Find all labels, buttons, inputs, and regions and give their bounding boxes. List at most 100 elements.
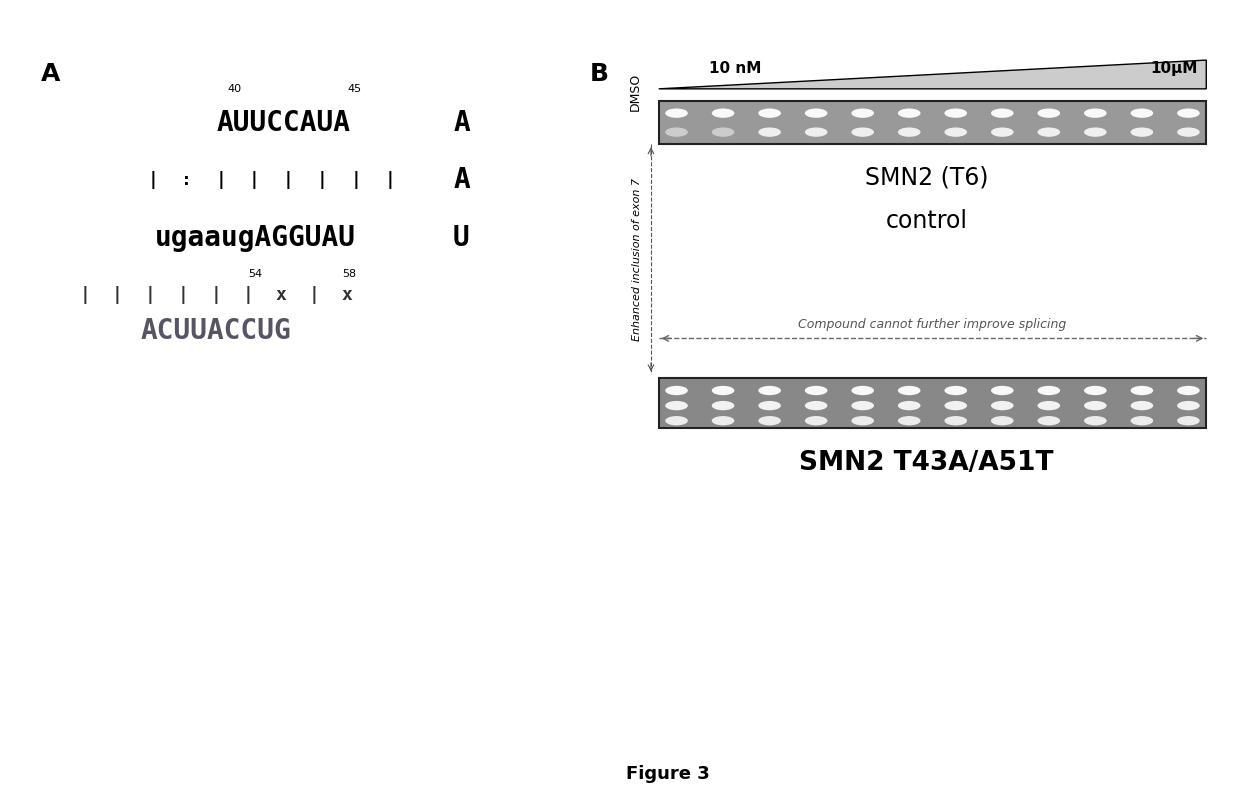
Ellipse shape	[945, 401, 967, 410]
Ellipse shape	[945, 109, 967, 117]
Text: control: control	[885, 209, 967, 233]
Text: SMN2 (T6): SMN2 (T6)	[864, 165, 988, 190]
Ellipse shape	[1084, 109, 1106, 117]
Text: ugaaugAGGUAU: ugaaugAGGUAU	[155, 224, 356, 252]
Text: :: :	[181, 171, 192, 189]
Bar	[658, 378, 1207, 428]
Ellipse shape	[1038, 416, 1060, 425]
Ellipse shape	[759, 416, 781, 425]
Ellipse shape	[665, 109, 688, 117]
Text: |: |	[283, 171, 294, 189]
Ellipse shape	[991, 109, 1013, 117]
Ellipse shape	[1177, 386, 1200, 396]
Text: 10μM: 10μM	[1149, 62, 1198, 76]
Ellipse shape	[852, 128, 874, 137]
Text: |: |	[216, 171, 226, 189]
Ellipse shape	[898, 109, 920, 117]
Text: Enhanced inclusion of exon 7: Enhanced inclusion of exon 7	[631, 177, 641, 341]
Ellipse shape	[852, 401, 874, 410]
Ellipse shape	[712, 401, 734, 410]
Text: 58: 58	[342, 268, 356, 279]
Text: 10 nM: 10 nM	[709, 62, 761, 76]
Text: U: U	[453, 224, 470, 252]
Ellipse shape	[805, 128, 827, 137]
Ellipse shape	[712, 386, 734, 396]
Text: ACUUACCUG: ACUUACCUG	[140, 317, 291, 345]
Text: |: |	[309, 286, 320, 304]
Ellipse shape	[712, 109, 734, 117]
Ellipse shape	[665, 386, 688, 396]
Text: |: |	[145, 286, 156, 304]
Ellipse shape	[945, 416, 967, 425]
Ellipse shape	[759, 401, 781, 410]
Bar	[658, 101, 1207, 144]
Ellipse shape	[1177, 416, 1200, 425]
Ellipse shape	[945, 128, 967, 137]
Ellipse shape	[898, 401, 920, 410]
Text: 45: 45	[348, 84, 362, 93]
Ellipse shape	[852, 109, 874, 117]
Ellipse shape	[945, 386, 967, 396]
Text: |: |	[316, 171, 327, 189]
Ellipse shape	[1038, 386, 1060, 396]
Ellipse shape	[805, 109, 827, 117]
Text: |: |	[243, 286, 254, 304]
Ellipse shape	[1084, 401, 1106, 410]
Ellipse shape	[898, 416, 920, 425]
Ellipse shape	[1084, 386, 1106, 396]
Ellipse shape	[759, 386, 781, 396]
Text: |: |	[351, 171, 361, 189]
Text: Figure 3: Figure 3	[626, 765, 711, 783]
Ellipse shape	[1177, 128, 1200, 137]
Ellipse shape	[1177, 109, 1200, 117]
Ellipse shape	[665, 128, 688, 137]
Ellipse shape	[805, 386, 827, 396]
Ellipse shape	[991, 401, 1013, 410]
Ellipse shape	[1131, 128, 1153, 137]
Ellipse shape	[1131, 386, 1153, 396]
Ellipse shape	[991, 416, 1013, 425]
Text: DMSO: DMSO	[629, 72, 641, 110]
Text: A: A	[453, 166, 470, 194]
Polygon shape	[658, 60, 1207, 89]
Text: SMN2 T43A/A51T: SMN2 T43A/A51T	[800, 450, 1054, 476]
Ellipse shape	[852, 386, 874, 396]
Text: A: A	[41, 62, 61, 85]
Text: |: |	[148, 171, 159, 189]
Ellipse shape	[1131, 416, 1153, 425]
Ellipse shape	[1084, 128, 1106, 137]
Ellipse shape	[805, 401, 827, 410]
Ellipse shape	[1038, 128, 1060, 137]
Text: Compound cannot further improve splicing: Compound cannot further improve splicing	[799, 318, 1066, 331]
Ellipse shape	[712, 416, 734, 425]
Ellipse shape	[852, 416, 874, 425]
Ellipse shape	[665, 416, 688, 425]
Ellipse shape	[1131, 109, 1153, 117]
Text: |: |	[211, 286, 221, 304]
Ellipse shape	[991, 386, 1013, 396]
Text: AUUCCAUA: AUUCCAUA	[217, 109, 351, 137]
Text: 54: 54	[248, 268, 262, 279]
Text: |: |	[384, 171, 396, 189]
Ellipse shape	[991, 128, 1013, 137]
Text: x: x	[341, 286, 352, 304]
Ellipse shape	[805, 416, 827, 425]
Ellipse shape	[759, 128, 781, 137]
Text: |: |	[112, 286, 123, 304]
Text: |: |	[79, 286, 91, 304]
Text: x: x	[275, 286, 286, 304]
Ellipse shape	[759, 109, 781, 117]
Ellipse shape	[1084, 416, 1106, 425]
Text: B: B	[590, 62, 609, 85]
Ellipse shape	[1038, 401, 1060, 410]
Ellipse shape	[1038, 109, 1060, 117]
Ellipse shape	[665, 401, 688, 410]
Ellipse shape	[898, 128, 920, 137]
Ellipse shape	[712, 128, 734, 137]
Text: 40: 40	[228, 84, 242, 93]
Text: |: |	[177, 286, 188, 304]
Ellipse shape	[1177, 401, 1200, 410]
Text: |: |	[249, 171, 260, 189]
Text: A: A	[453, 109, 470, 137]
Ellipse shape	[898, 386, 920, 396]
